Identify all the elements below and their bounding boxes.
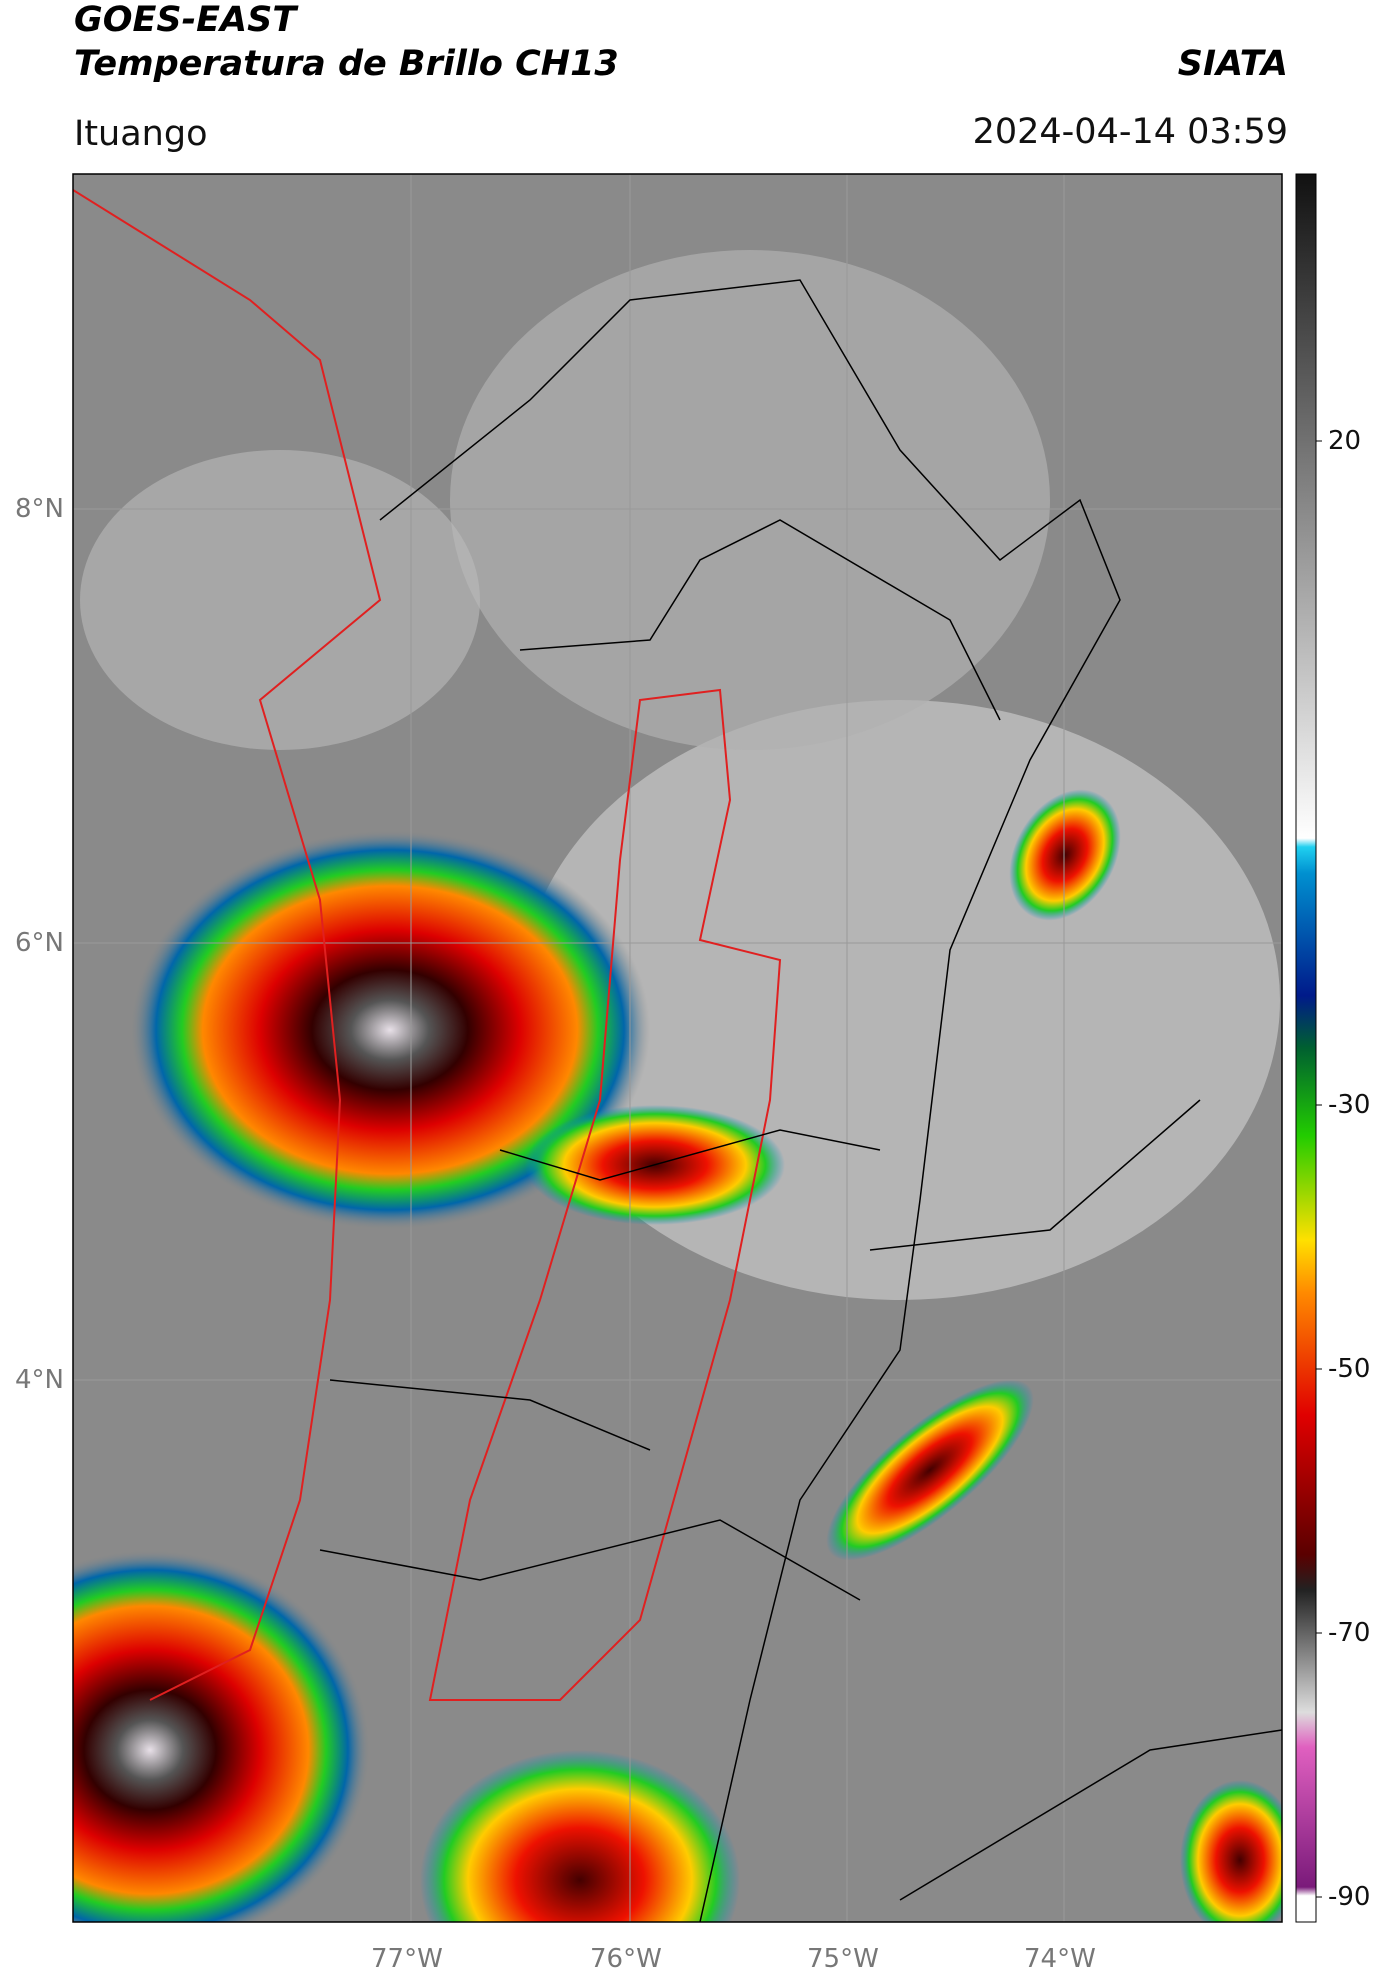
- graticule: [73, 174, 1282, 1922]
- map-background: [73, 174, 1282, 1922]
- lat-label: 6°N: [15, 928, 64, 958]
- cloud-field: [73, 250, 1282, 1922]
- lon-label: 74°W: [1024, 1944, 1096, 1974]
- colorbar-label: -90: [1328, 1882, 1371, 1912]
- org: SIATA: [1177, 44, 1288, 84]
- lat-label: 4°N: [15, 1365, 64, 1395]
- lon-label: 75°W: [807, 1944, 879, 1974]
- region: Ituango: [74, 114, 208, 154]
- map-frame: [72, 173, 1283, 1923]
- colorbar: [1295, 173, 1317, 1923]
- title: GOES-EAST: [74, 0, 297, 40]
- timestamp: 2024-04-14 03:59: [972, 112, 1288, 152]
- colorbar-label: -50: [1328, 1354, 1371, 1384]
- colorbar-label: -30: [1328, 1090, 1371, 1120]
- lat-label: 8°N: [15, 494, 64, 524]
- subtitle: Temperatura de Brillo CH13: [74, 44, 619, 84]
- lon-label: 76°W: [590, 1944, 662, 1974]
- boundaries: [73, 189, 1282, 1922]
- lon-label: 77°W: [371, 1944, 443, 1974]
- colorbar-ticks: [1316, 440, 1322, 1898]
- colorbar-label: 20: [1328, 426, 1362, 456]
- colorbar-label: -70: [1328, 1618, 1371, 1648]
